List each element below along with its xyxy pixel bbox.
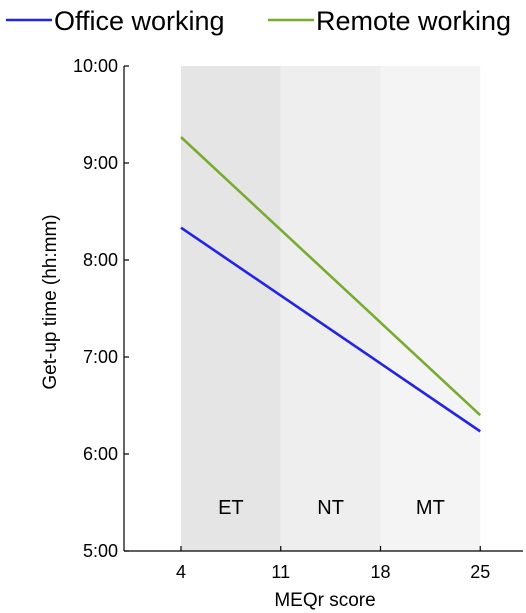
y-axis-label: Get-up time (hh:mm) [40, 214, 61, 389]
series-lines [180, 136, 482, 433]
legend: Office working Remote working [6, 6, 511, 36]
background-bands [181, 66, 481, 551]
x-tick-label: 18 [370, 562, 390, 582]
band-label-nt: NT [317, 497, 344, 519]
band-label-mt: MT [416, 497, 445, 519]
legend-label: Office working [54, 6, 225, 36]
series-line-remote-working [180, 136, 482, 417]
y-tick-label: 9:00 [83, 153, 118, 173]
y-tick-label: 10:00 [73, 56, 118, 76]
y-tick-label: 7:00 [83, 347, 118, 367]
axes [123, 66, 523, 552]
x-tick-label: 25 [470, 562, 490, 582]
x-axis-ticks: 4 11 18 25 [176, 546, 490, 582]
series-line-office-working [180, 226, 481, 433]
y-tick-label: 5:00 [83, 541, 118, 561]
band-et [181, 66, 281, 551]
y-tick-label: 8:00 [83, 250, 118, 270]
x-tick-label: 4 [176, 562, 186, 582]
x-axis-label: MEQr score [274, 590, 375, 611]
x-tick-label: 11 [271, 562, 290, 582]
band-mt [380, 66, 481, 551]
y-tick-label: 6:00 [83, 444, 118, 464]
band-labels: ET NT MT [218, 497, 445, 519]
band-label-et: ET [218, 497, 244, 519]
y-axis-ticks: 5:00 6:00 7:00 8:00 9:00 10:00 [73, 56, 129, 561]
legend-label: Remote working [316, 6, 511, 36]
